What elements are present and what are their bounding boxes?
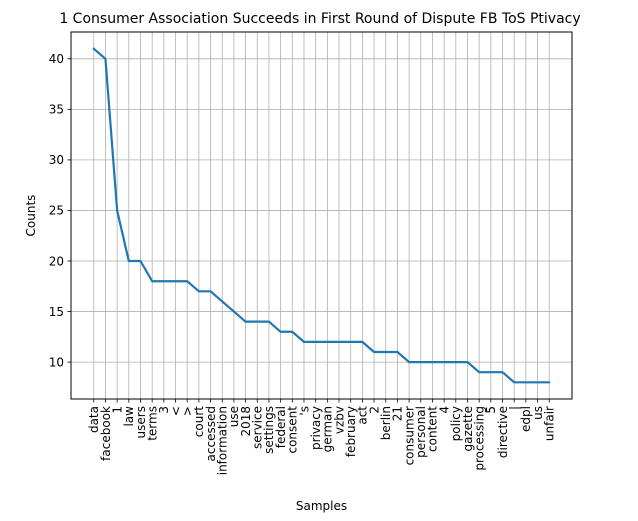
x-tick-label: court [192,406,206,437]
chart-title: 1 Consumer Association Succeeds in First… [59,11,580,27]
y-tick-label: 35 [49,103,64,117]
x-axis-label: Samples [296,499,347,513]
x-tick-label: vzbv [332,406,346,434]
x-tick-label: content [426,406,440,452]
x-tick-label: service [251,406,265,449]
y-tick-label: 30 [49,153,64,167]
x-tick-label: 5 [484,406,498,414]
series-line [92,47,551,384]
x-tick-label: consent [286,406,300,454]
x-tick-label: | [507,406,521,410]
x-tick-label: act [356,406,370,425]
x-tick-label: facebook [99,406,113,461]
x-tick-label: processing [472,406,486,471]
x-tick-label: 3 [157,406,171,414]
grid-lines [71,32,572,399]
y-axis-ticks: 10 15 20 25 30 35 40 [49,52,71,369]
x-tick-label: accessed [204,406,218,461]
x-tick-label: data [87,406,101,433]
x-tick-label: > [180,406,194,416]
y-tick-label: 25 [49,204,64,218]
x-tick-label: german [321,406,335,452]
y-axis-label: Counts [24,195,38,237]
x-tick-label: law [122,406,136,427]
x-tick-label: terms [145,406,159,441]
x-tick-label: < [169,406,183,416]
x-tick-label: federal [274,406,288,448]
x-tick-label: personal [414,406,428,458]
x-tick-label: directive [496,406,510,458]
x-tick-label: 2 [367,406,381,414]
x-tick-label: us [531,406,545,420]
y-tick-label: 20 [49,254,64,268]
y-tick-label: 15 [49,305,64,319]
x-axis-ticks: datafacebook1lawusersterms3<>courtaccess… [87,399,557,475]
y-tick-label: 40 [49,52,64,66]
x-tick-label: berlin [379,406,393,440]
x-tick-label: use [227,406,241,427]
y-tick-label: 10 [49,355,64,369]
x-tick-label: edpl [519,406,533,432]
x-tick-label: information [216,406,230,475]
x-tick-label: 1 [110,406,124,414]
x-tick-label: privacy [309,406,323,450]
plot-area [70,31,573,400]
x-tick-label: policy [449,406,463,441]
x-tick-label: february [344,406,358,457]
x-tick-label: unfair [543,406,557,441]
series-layer [92,47,551,384]
x-tick-label: 2018 [239,406,253,437]
x-tick-label: 21 [391,406,405,421]
x-tick-label: settings [262,406,276,454]
x-tick-label: 's [297,406,311,416]
x-tick-label: consumer [402,406,416,465]
x-tick-label: users [134,406,148,438]
x-tick-label: gazette [461,406,475,451]
x-tick-label: 4 [437,406,451,414]
